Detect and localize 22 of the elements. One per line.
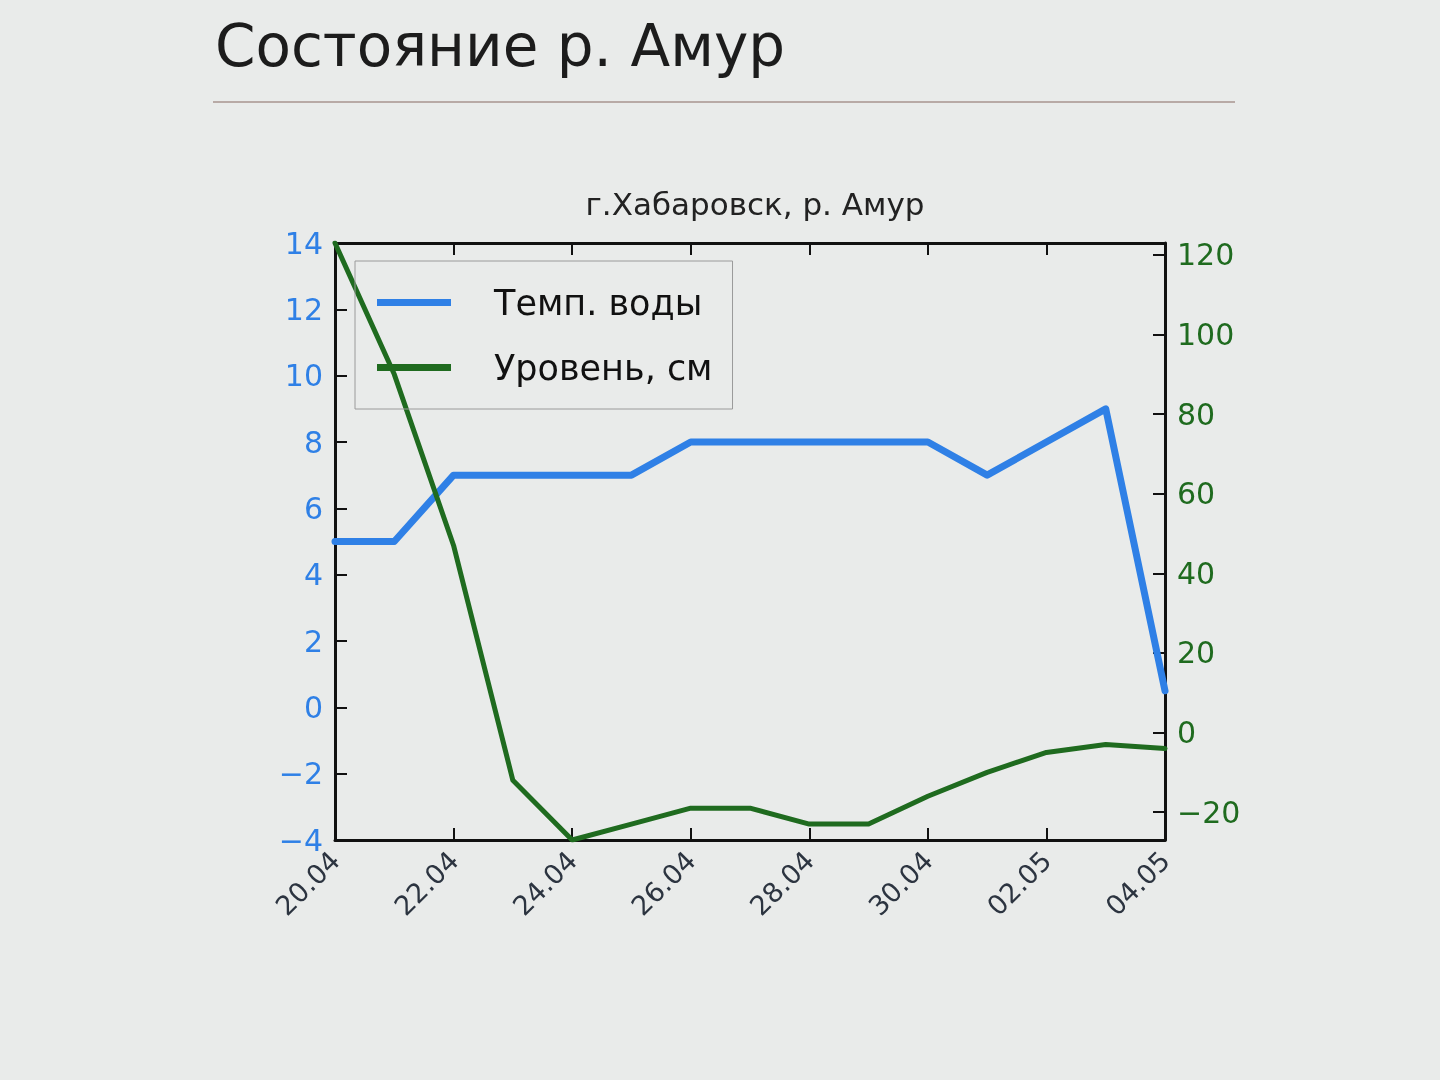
y-tick-label: 10 xyxy=(284,358,323,394)
legend-label: Уровень, см xyxy=(494,347,713,388)
y-tick-label: 4 xyxy=(303,557,323,593)
y-tick-label: 2 xyxy=(303,623,323,659)
legend-label: Темп. воды xyxy=(493,282,703,323)
chart-title: Состояние р. Амур xyxy=(215,12,786,80)
chart-subtitle: г.Хабаровск, р. Амур xyxy=(585,185,925,222)
y-tick-label: 12 xyxy=(284,291,323,327)
y-tick-label: 14 xyxy=(284,225,323,261)
y2-tick-label: 0 xyxy=(1177,715,1197,751)
y2-tick-label: 80 xyxy=(1177,396,1216,432)
y-tick-label: 8 xyxy=(303,424,323,460)
y-tick-label: 6 xyxy=(303,490,323,526)
y-tick-label: −4 xyxy=(278,822,323,858)
y2-tick-label: 20 xyxy=(1177,635,1216,671)
y2-tick-label: −20 xyxy=(1177,794,1241,830)
y-tick-label: 0 xyxy=(303,689,323,725)
y2-tick-label: 120 xyxy=(1177,237,1235,273)
y2-tick-label: 40 xyxy=(1177,555,1216,591)
y2-tick-label: 100 xyxy=(1177,317,1235,353)
y2-tick-label: 60 xyxy=(1177,476,1216,512)
y-tick-label: −2 xyxy=(278,756,323,792)
